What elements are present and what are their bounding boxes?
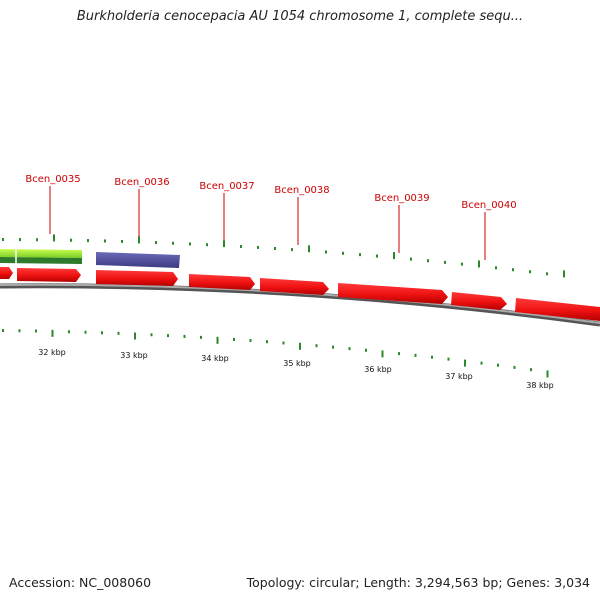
gene-label[interactable]: Bcen_0035 [25,174,80,185]
kbp-label: 36 kbp [364,365,392,374]
gene-label[interactable]: Bcen_0040 [461,200,516,211]
gene-arrow[interactable] [451,292,507,310]
gene-arrow[interactable] [17,268,81,282]
kbp-label: 37 kbp [445,372,473,381]
gene-label[interactable]: Bcen_0038 [274,185,329,196]
gene-arrow[interactable] [0,267,13,279]
chromosome-backbone [0,283,600,327]
gene-label[interactable]: Bcen_0036 [114,177,169,188]
kbp-label: 35 kbp [283,359,311,368]
inner-tick-ring [2,329,549,378]
kbp-label: 33 kbp [120,351,148,360]
feature-bcen-0035-green[interactable] [0,249,82,264]
gene-arrow[interactable] [260,278,329,295]
outer-tick-ring [2,234,565,278]
kbp-label: 32 kbp [38,348,66,357]
gene-label[interactable]: Bcen_0039 [374,193,429,204]
kbp-label: 38 kbp [526,381,554,390]
accession-text: Accession: NC_008060 [9,575,152,590]
gene-label[interactable]: Bcen_0037 [199,181,254,192]
kbp-label: 34 kbp [201,354,229,363]
gene-label-group: Bcen_0035 Bcen_0036 Bcen_0037 Bcen_0038 Bcen… [25,174,517,260]
gene-arrow[interactable] [189,274,255,290]
gene-arrow[interactable] [338,283,448,304]
sequence-title: Burkholderia cenocepacia AU 1054 chromos… [76,9,524,24]
sequence-summary-text: Topology: circular; Length: 3,294,563 bp… [246,575,590,590]
kbp-scale-labels: 32 kbp 33 kbp 34 kbp 35 kbp 36 kbp 37 kbp 38 k… [38,348,554,390]
gene-arrow-track [0,267,600,321]
feature-bcen-0036-purple[interactable] [96,252,180,268]
gene-arrow[interactable] [515,298,600,321]
gene-arrow[interactable] [96,270,178,286]
